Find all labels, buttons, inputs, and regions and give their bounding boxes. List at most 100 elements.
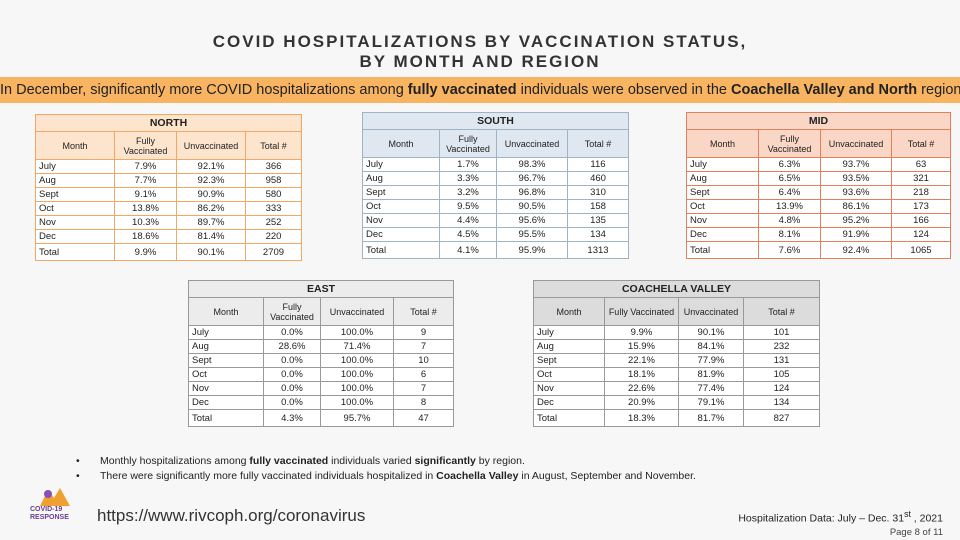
- cell: 20.9%: [604, 395, 679, 410]
- table-row: Sept 22.1% 77.9% 131: [533, 353, 820, 368]
- title-row: SOUTH: [362, 112, 629, 130]
- table-row: Dec 18.6% 81.4% 220: [35, 229, 302, 244]
- cell: 22.6%: [604, 381, 679, 396]
- cell: 124: [743, 381, 820, 396]
- cell: 4.8%: [758, 213, 821, 228]
- title-row: COACHELLA VALLEY: [533, 280, 820, 298]
- table-row: July 1.7% 98.3% 116: [362, 157, 629, 172]
- logo-text: COVID-19: [30, 506, 63, 513]
- cell: 116: [567, 157, 629, 172]
- row-label: Total: [362, 241, 440, 259]
- cell: 96.7%: [496, 171, 568, 186]
- region-table: COACHELLA VALLEY Month Fully Vaccinated Unv…: [533, 280, 820, 427]
- text-segment: Coachella Valley: [436, 470, 519, 482]
- cell: 173: [891, 199, 951, 214]
- title-line: COVID HOSPITALIZATIONS BY VACCINATION ST…: [212, 32, 748, 51]
- column-header: Fully Vaccinated: [263, 297, 321, 326]
- row-label: Oct: [362, 199, 440, 214]
- title-row: EAST: [188, 280, 454, 298]
- table-row: Aug 6.5% 93.5% 321: [686, 171, 951, 186]
- bullet: There were significantly more fully vacc…: [76, 470, 696, 482]
- column-header: Month: [188, 297, 264, 326]
- row-label: Nov: [686, 213, 759, 228]
- table-row: Dec 4.5% 95.5% 134: [362, 227, 629, 242]
- logo-text: RESPONSE: [30, 514, 69, 521]
- cell: 4.3%: [263, 409, 321, 427]
- cell: 9.9%: [114, 243, 177, 261]
- column-header: Unvaccinated: [176, 131, 246, 160]
- row-label: Aug: [188, 339, 264, 354]
- table-row: Nov 0.0% 100.0% 7: [188, 381, 454, 396]
- table-row: Sept 3.2% 96.8% 310: [362, 185, 629, 200]
- cell: 100.0%: [320, 367, 394, 382]
- cell: 93.5%: [820, 171, 892, 186]
- cell: 95.9%: [496, 241, 568, 259]
- text-segment: Coachella Valley and North: [731, 82, 918, 98]
- row-label: Aug: [533, 339, 605, 354]
- text-segment: fully vaccinated: [249, 455, 329, 467]
- cell: 3.3%: [439, 171, 497, 186]
- cell: 6.3%: [758, 157, 821, 172]
- cell: 77.9%: [678, 353, 744, 368]
- table-row: Dec 0.0% 100.0% 8: [188, 395, 454, 410]
- row-label: Nov: [533, 381, 605, 396]
- title-line: BY MONTH AND REGION: [359, 52, 601, 71]
- table-row: Aug 7.7% 92.3% 958: [35, 173, 302, 188]
- cell: 90.5%: [496, 199, 568, 214]
- cell: 9: [393, 325, 454, 340]
- cell: 93.7%: [820, 157, 892, 172]
- cell: 7.7%: [114, 173, 177, 188]
- source-note: Hospitalization Data: July – Dec. 31st ,…: [738, 509, 943, 525]
- cell: 89.7%: [176, 215, 246, 230]
- table-row: Oct 0.0% 100.0% 6: [188, 367, 454, 382]
- table-row: Total 9.9% 90.1% 2709: [35, 243, 302, 261]
- cell: 92.1%: [176, 159, 246, 174]
- bullet-text: Monthly hospitalizations among fully vac…: [100, 455, 525, 467]
- cell: 6: [393, 367, 454, 382]
- table-row: Total 4.3% 95.7% 47: [188, 409, 454, 427]
- cell: 6.5%: [758, 171, 821, 186]
- cell: 580: [245, 187, 302, 202]
- table-row: Oct 13.8% 86.2% 333: [35, 201, 302, 216]
- column-header: Total #: [567, 129, 629, 158]
- row-label: Sept: [533, 353, 605, 368]
- cell: 6.4%: [758, 185, 821, 200]
- row-label: Total: [35, 243, 115, 261]
- cell: 13.9%: [758, 199, 821, 214]
- cell: 958: [245, 173, 302, 188]
- cell: 8.1%: [758, 227, 821, 242]
- cell: 7: [393, 381, 454, 396]
- cell: 92.4%: [820, 241, 892, 259]
- column-header: Unvaccinated: [820, 129, 892, 158]
- column-header: Month: [533, 297, 605, 326]
- table-row: Aug 3.3% 96.7% 460: [362, 171, 629, 186]
- row-label: Sept: [362, 185, 440, 200]
- cell: 134: [743, 395, 820, 410]
- table-row: Total 7.6% 92.4% 1065: [686, 241, 951, 259]
- cell: 4.1%: [439, 241, 497, 259]
- cell: 13.8%: [114, 201, 177, 216]
- cell: 28.6%: [263, 339, 321, 354]
- text-segment: significantly: [414, 455, 476, 467]
- row-label: Total: [533, 409, 605, 427]
- column-header: Total #: [393, 297, 454, 326]
- cell: 22.1%: [604, 353, 679, 368]
- text-segment: by region.: [475, 455, 525, 467]
- banner: In December, significantly more COVID ho…: [0, 77, 960, 103]
- column-header: Fully Vaccinated: [604, 297, 679, 326]
- row-label: Dec: [188, 395, 264, 410]
- row-label: Oct: [686, 199, 759, 214]
- cell: 79.1%: [678, 395, 744, 410]
- cell: 100.0%: [320, 325, 394, 340]
- text-segment: Monthly hospitalizations among: [100, 455, 250, 467]
- column-header: Unvaccinated: [496, 129, 568, 158]
- url: https://www.rivcoph.org/coronavirus: [97, 506, 366, 525]
- cell: 131: [743, 353, 820, 368]
- cell: 95.6%: [496, 213, 568, 228]
- cell: 15.9%: [604, 339, 679, 354]
- logo-graphic: [40, 488, 70, 506]
- table-row: July 0.0% 100.0% 9: [188, 325, 454, 340]
- column-header: Unvaccinated: [320, 297, 394, 326]
- row-label: Sept: [35, 187, 115, 202]
